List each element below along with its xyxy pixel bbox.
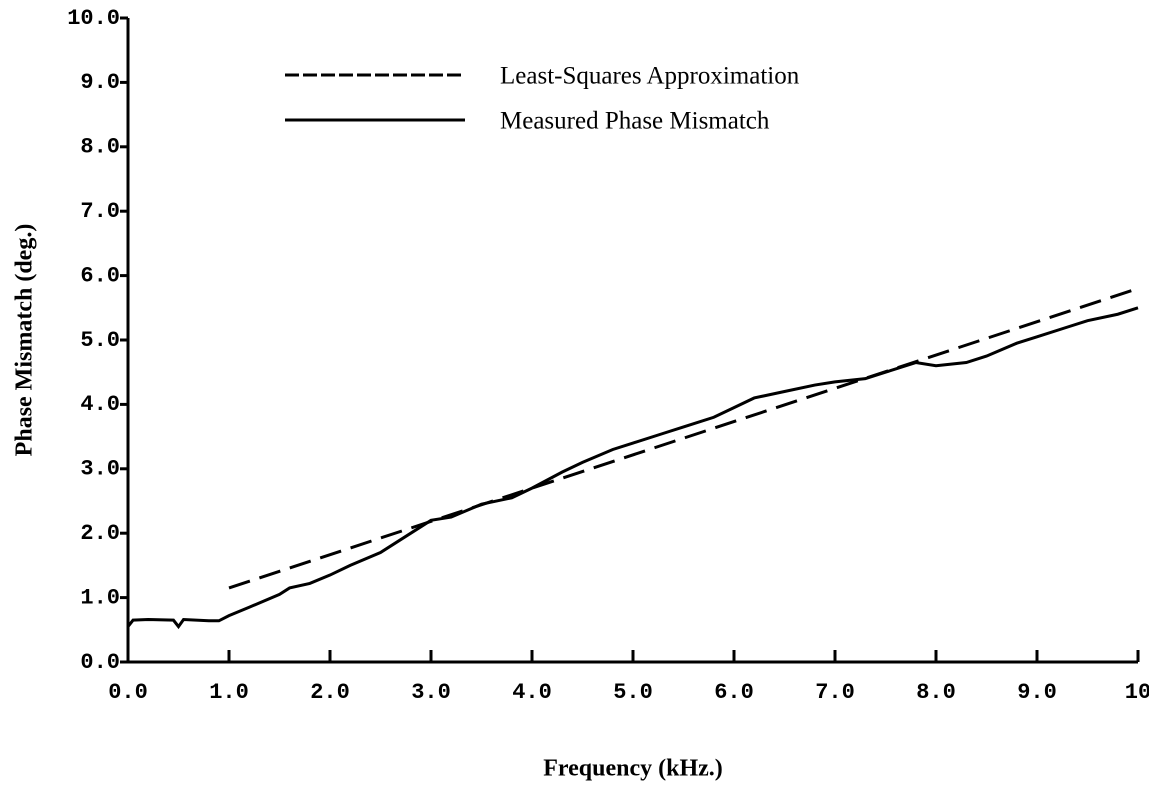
x-tick-label: 4.0	[512, 680, 552, 705]
x-tick-label: 6.0	[714, 680, 754, 705]
y-axis-label: Phase Mismatch (deg.)	[12, 224, 38, 457]
y-tick-label: 2.0	[80, 521, 120, 546]
x-tick-label: 0.0	[108, 680, 148, 705]
x-tick-label: 7.0	[815, 680, 855, 705]
x-tick-label: 1.0	[209, 680, 249, 705]
y-tick-label: 5.0	[80, 328, 120, 353]
y-tick-label: 7.0	[80, 199, 120, 224]
y-tick-label: 10.0	[67, 6, 120, 31]
x-axis-label: Frequency (kHz.)	[543, 756, 723, 782]
x-tick-label: 9.0	[1017, 680, 1057, 705]
y-tick-label: 8.0	[80, 135, 120, 160]
y-tick-label: 9.0	[80, 70, 120, 95]
data-line	[126, 306, 1139, 630]
y-tick-label: 1.0	[80, 585, 120, 610]
legend-label: Measured Phase Mismatch	[500, 108, 770, 135]
y-tick-label: 4.0	[80, 392, 120, 417]
legend-label: Least-Squares Approximation	[500, 63, 800, 90]
y-tick-label: 6.0	[80, 263, 120, 288]
x-tick-label: 8.0	[916, 680, 956, 705]
y-tick-label: 0.0	[80, 650, 120, 675]
data-line	[228, 287, 1139, 590]
x-tick-label: 10	[1125, 680, 1149, 705]
y-tick-label: 3.0	[80, 457, 120, 482]
x-tick-label: 5.0	[613, 680, 653, 705]
x-tick-label: 3.0	[411, 680, 451, 705]
x-tick-label: 2.0	[310, 680, 350, 705]
